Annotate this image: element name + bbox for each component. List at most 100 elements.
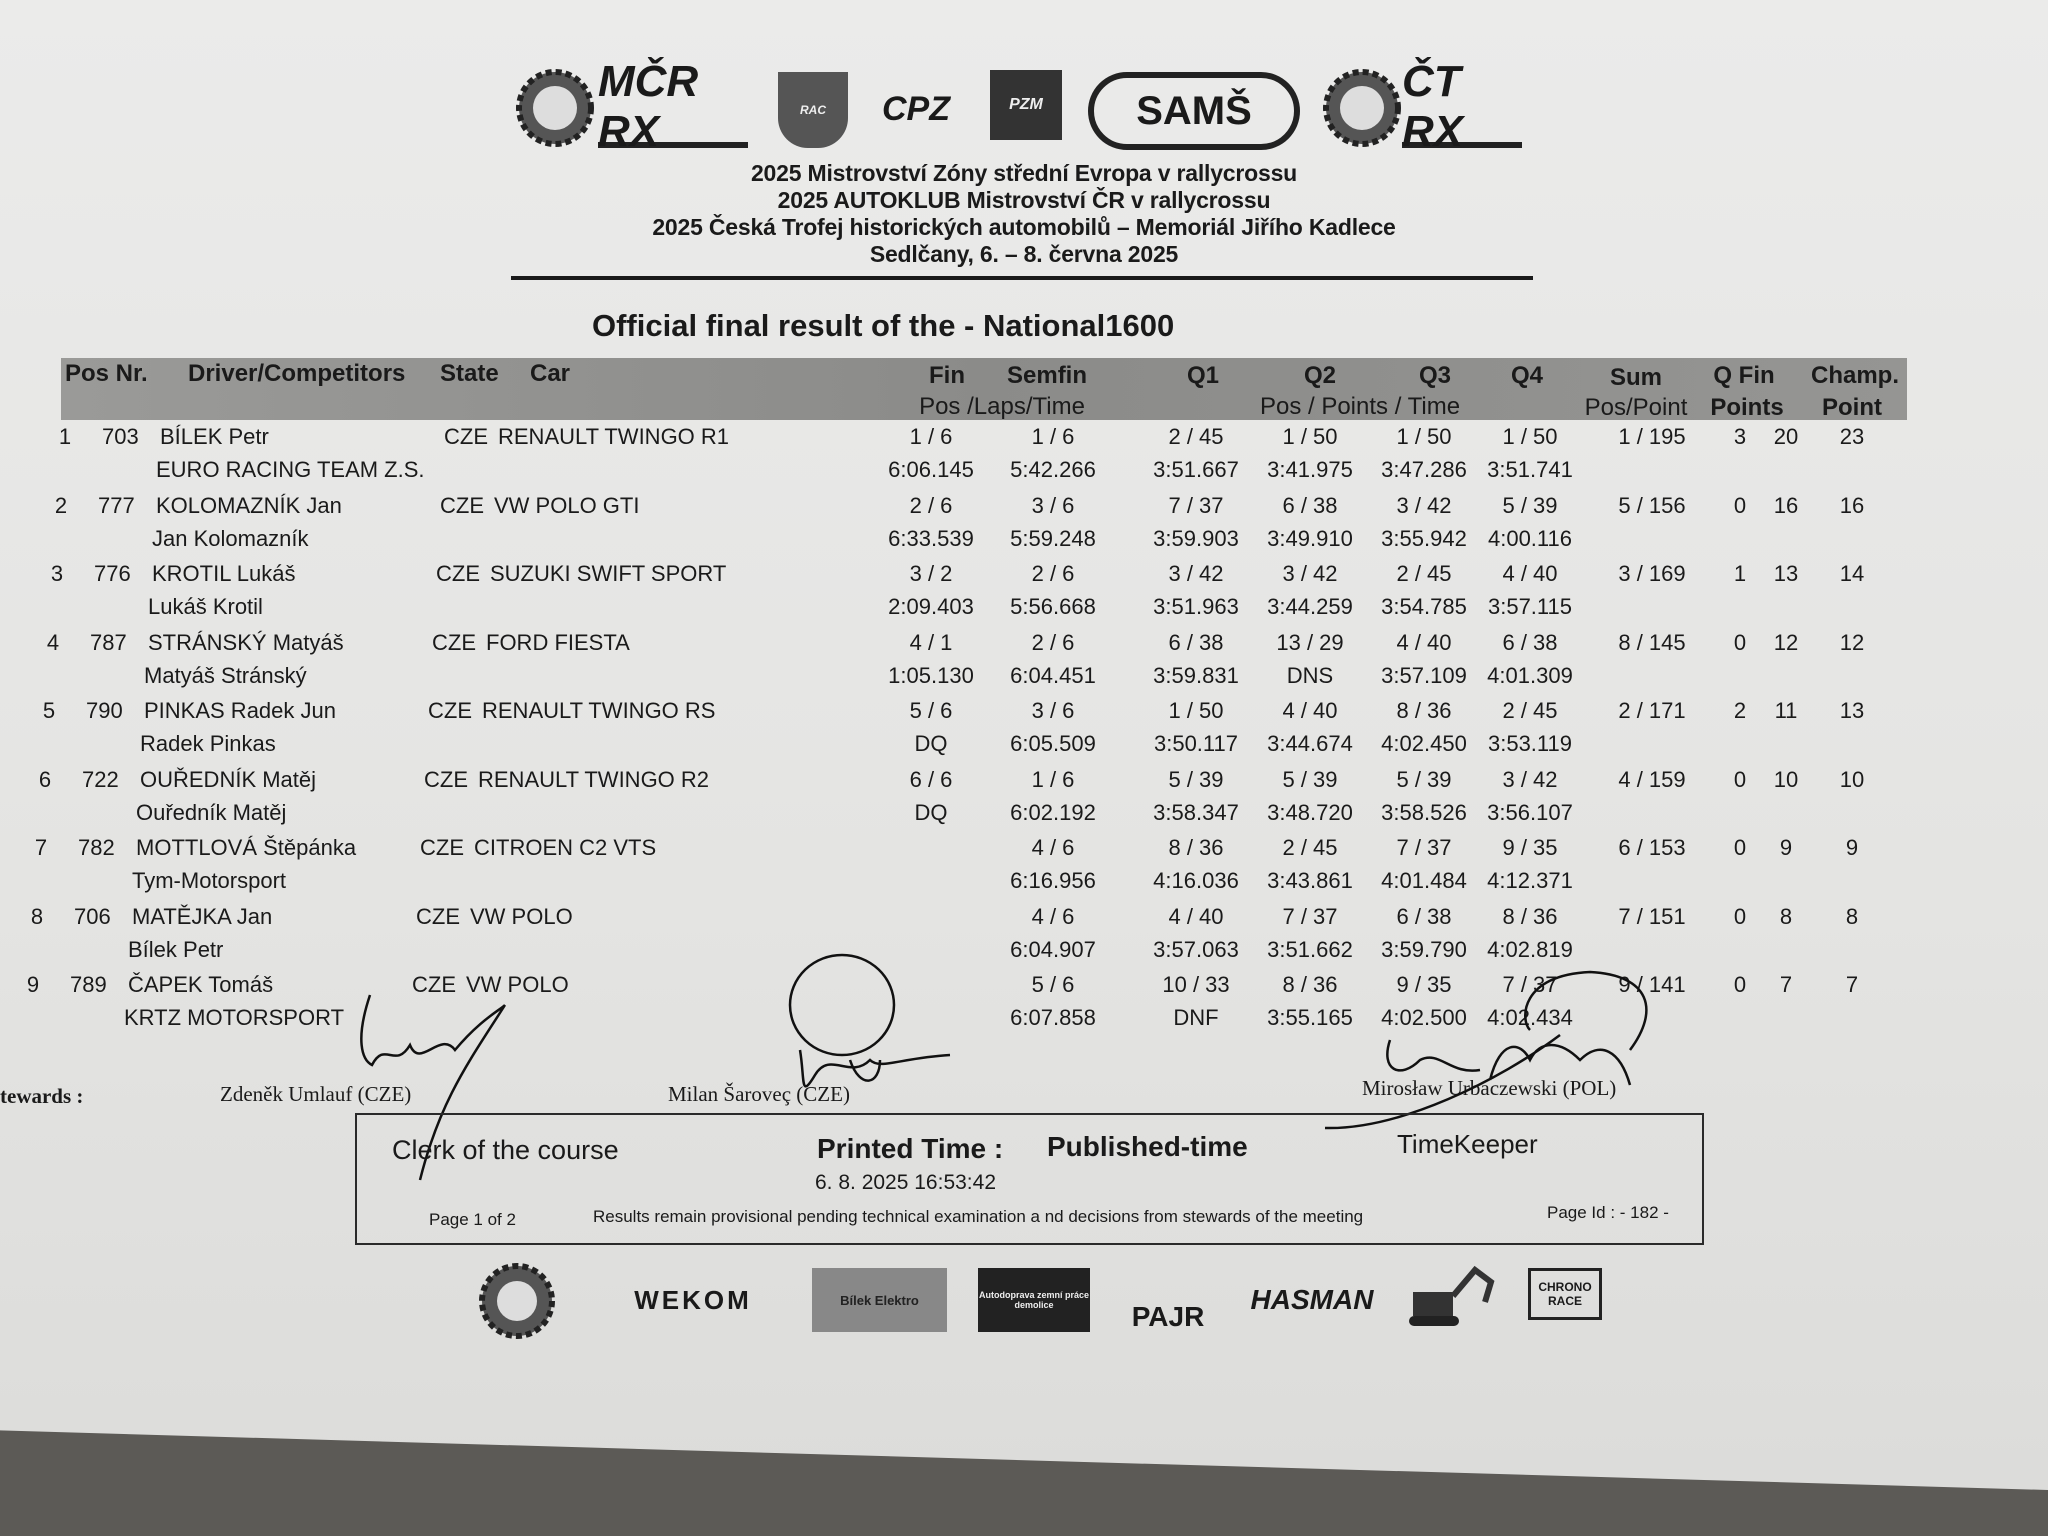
cell-driver: KOLOMAZNÍK Jan — [156, 492, 342, 518]
header-line-2: 2025 AUTOKLUB Mistrovství ČR v rallycros… — [777, 187, 1271, 213]
cell-q3: 9 / 35 — [1396, 972, 1452, 997]
cell-semfin-time: 6:02.192 — [1010, 799, 1096, 825]
cell-state: CZE — [432, 629, 476, 655]
signature-umlauf-icon — [360, 994, 507, 1181]
cell-q4: 2 / 45 — [1502, 698, 1558, 723]
cell-q1: 1 / 50 — [1168, 698, 1224, 723]
cell-q1-time: 3:51.667 — [1153, 457, 1239, 482]
clerk-of-course: Clerk of the course — [392, 1135, 619, 1165]
cell-q2: 7 / 37 — [1282, 903, 1338, 929]
cell-champ: 9 — [1845, 835, 1859, 860]
cell-q3: 4 / 40 — [1396, 629, 1452, 655]
cell-q2-time: 3:51.662 — [1267, 936, 1353, 962]
cell-semfin-time: 6:07.858 — [1010, 1005, 1096, 1030]
col-state: State — [440, 360, 499, 387]
cell-q2-time: 3:41.975 — [1267, 457, 1353, 482]
timekeeper: TimeKeeper — [1397, 1129, 1538, 1159]
cell-car: RENAULT TWINGO R2 — [478, 766, 710, 792]
cell-q3-time: 3:47.286 — [1381, 457, 1467, 482]
cell-fin-time: 6:06.145 — [888, 457, 974, 482]
cell-q4-time: 4:12.371 — [1487, 868, 1573, 893]
cell-q3: 7 / 37 — [1396, 835, 1452, 860]
cell-car: RENAULT TWINGO RS — [482, 698, 716, 723]
cell-fin-points: 8 — [1779, 903, 1793, 929]
provisional-note: Results remain provisional pending techn… — [593, 1207, 1364, 1226]
cell-semfin: 5 / 6 — [1031, 972, 1075, 997]
signature-sarovec-icon — [788, 953, 896, 1057]
cell-q-points: 2 — [1733, 698, 1747, 723]
cell-state: CZE — [416, 903, 460, 929]
cell-q2-time: 3:43.861 — [1267, 868, 1353, 893]
cell-fin: 1 / 6 — [909, 424, 953, 449]
cell-q2: 2 / 45 — [1282, 835, 1338, 860]
cell-sum: 3 / 169 — [1618, 561, 1686, 586]
cell-q-points: 1 — [1733, 561, 1747, 586]
cell-q2-time: 3:44.259 — [1267, 594, 1353, 619]
cell-fin: 3 / 2 — [909, 561, 953, 586]
cell-q1: 8 / 36 — [1168, 835, 1224, 860]
cell-q1-time: 3:57.063 — [1153, 936, 1239, 962]
cell-q-points: 3 — [1733, 424, 1747, 449]
cell-champ: 16 — [1839, 492, 1865, 518]
cell-q1-time: 3:59.831 — [1153, 662, 1239, 688]
sams-slovakia-logo: SAMŠ — [1088, 72, 1300, 150]
col-qfin: Q Fin — [1713, 362, 1775, 389]
cell-q-points: 0 — [1733, 972, 1747, 997]
cell-semfin: 2 / 6 — [1031, 629, 1075, 655]
cell-q4: 9 / 35 — [1502, 835, 1558, 860]
cell-nr: 789 — [70, 972, 107, 997]
cell-fin-time: DQ — [914, 731, 948, 756]
cell-fin-time: 1:05.130 — [888, 662, 974, 688]
cell-fin-points: 20 — [1773, 424, 1799, 449]
cell-sum: 6 / 153 — [1618, 835, 1686, 860]
printed-time-label: Printed Time : — [817, 1133, 1004, 1164]
cell-driver: MOTTLOVÁ Štěpánka — [136, 835, 357, 860]
cell-driver: OUŘEDNÍK Matěj — [140, 766, 317, 792]
results-sheet — [0, 0, 2048, 1490]
cell-sum: 9 / 141 — [1618, 972, 1686, 997]
cell-team: EURO RACING TEAM Z.S. — [156, 457, 425, 482]
cell-fin: 2 / 6 — [909, 492, 953, 518]
col-sum-sub: Pos/Point — [1584, 394, 1688, 421]
cell-q2-time: DNS — [1286, 662, 1334, 688]
cell-q2: 1 / 50 — [1282, 424, 1338, 449]
cell-q3-time: 4:02.500 — [1381, 1005, 1467, 1030]
cell-q1: 6 / 38 — [1168, 629, 1224, 655]
cell-semfin: 3 / 6 — [1031, 698, 1075, 723]
cell-champ: 7 — [1845, 972, 1859, 997]
cell-fin-time: 6:33.539 — [888, 525, 974, 551]
cell-q4: 5 / 39 — [1502, 492, 1558, 518]
footer-box: Clerk of the course Printed Time : 6. 8.… — [355, 1113, 1704, 1245]
cell-state: CZE — [428, 698, 472, 723]
cell-pos: 6 — [38, 766, 52, 792]
cell-q1-time: 4:16.036 — [1153, 868, 1239, 893]
cell-q4-time: 4:01.309 — [1487, 662, 1573, 688]
cell-q2: 13 / 29 — [1276, 629, 1344, 655]
pzm-logo: PZM — [990, 70, 1062, 140]
cell-car: CITROEN C2 VTS — [474, 835, 657, 860]
cell-q-points: 0 — [1733, 835, 1747, 860]
page-id: Page Id : - 182 - — [1547, 1203, 1669, 1222]
cell-state: CZE — [424, 766, 468, 792]
cell-pos: 1 — [58, 424, 72, 449]
cell-fin-points: 13 — [1773, 561, 1799, 586]
mcr-rx-emblem-icon — [516, 69, 594, 147]
col-champ: Champ. — [1810, 362, 1900, 389]
signature-urbaczewski-icon — [1324, 970, 1648, 1130]
cell-q1: 4 / 40 — [1168, 903, 1224, 929]
cell-q4-time: 4:00.116 — [1487, 525, 1573, 551]
pajr-logo: PAJR — [1131, 1301, 1205, 1332]
cell-q4-time: 3:53.119 — [1487, 731, 1573, 756]
cell-q1-time: 3:58.347 — [1153, 799, 1239, 825]
cell-team: Tym-Motorsport — [132, 868, 287, 893]
cell-car: SUZUKI SWIFT SPORT — [490, 561, 727, 586]
col-sum: Sum — [1609, 364, 1663, 391]
cell-q4: 4 / 40 — [1502, 561, 1558, 586]
cell-q-points: 0 — [1733, 492, 1747, 518]
stewards-label: tewards : — [0, 1084, 84, 1108]
cell-state: CZE — [444, 424, 488, 449]
cell-fin: 4 / 1 — [909, 629, 953, 655]
cell-fin-points: 9 — [1779, 835, 1793, 860]
cpz-logo: CPZ — [882, 89, 950, 128]
cell-champ: 10 — [1839, 766, 1865, 792]
